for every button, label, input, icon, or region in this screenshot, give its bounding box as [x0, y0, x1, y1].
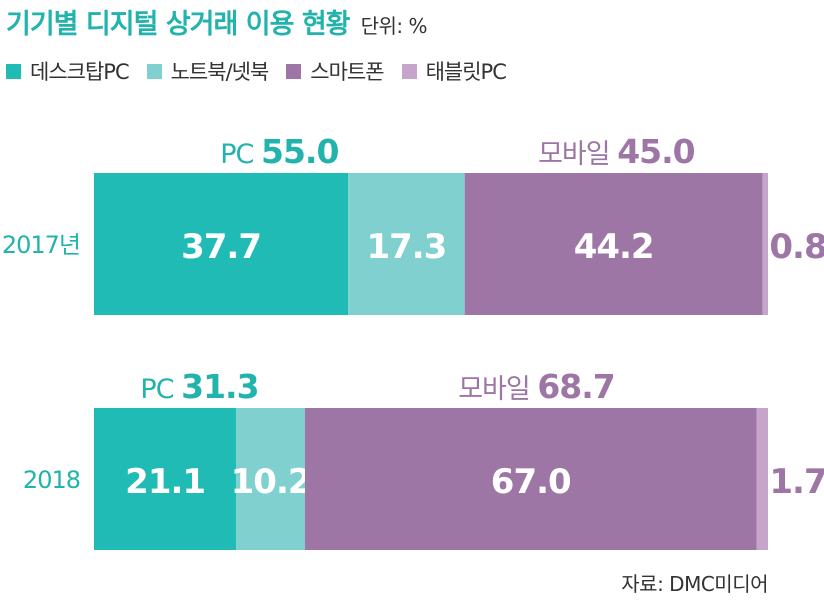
legend-item-smartphone: 스마트폰	[286, 56, 385, 86]
bar-segment-laptop	[236, 408, 305, 550]
bar-segment-laptop	[348, 173, 465, 315]
legend-swatch-smartphone	[286, 63, 302, 79]
unit-label: 단위: %	[360, 14, 428, 38]
legend-swatch-tablet	[401, 63, 417, 79]
data-label-desktop: 21.1	[125, 462, 205, 502]
data-label-tablet: 0.8	[769, 227, 824, 267]
legend: 데스크탑PC 노트북/넷북 스마트폰 태블릿PC	[6, 56, 524, 86]
legend-label-smartphone: 스마트폰	[310, 60, 384, 84]
data-label-laptop: 17.3	[366, 227, 446, 267]
legend-item-tablet: 태블릿PC	[401, 56, 507, 86]
data-label-laptop: 10.2	[231, 462, 311, 502]
data-label-tablet: 1.7	[769, 462, 824, 502]
legend-item-laptop: 노트북/넷북	[146, 56, 270, 86]
chart-title: 기기별 디지털 상거래 이용 현황	[6, 9, 351, 40]
bar-segment-smartphone	[304, 408, 757, 550]
row-label: 2017년	[2, 231, 80, 259]
row-label: 2018	[23, 466, 80, 494]
bar-segment-tablet	[762, 173, 768, 315]
data-label-desktop: 37.7	[181, 227, 261, 267]
legend-swatch-laptop	[146, 63, 162, 79]
bar-segment-smartphone	[464, 173, 763, 315]
group-label-mobile: 모바일 68.7	[458, 367, 615, 406]
data-label-smartphone: 44.2	[574, 227, 654, 267]
legend-label-laptop: 노트북/넷북	[170, 60, 270, 84]
legend-item-desktop: 데스크탑PC	[6, 56, 130, 86]
title-row: 기기별 디지털 상거래 이용 현황 단위: %	[6, 2, 428, 41]
bar-segment-desktop	[94, 173, 349, 315]
group-label-mobile: 모바일 45.0	[538, 132, 695, 171]
bar-segment-tablet	[756, 408, 768, 550]
bar-segment-desktop	[94, 408, 237, 550]
legend-label-desktop: 데스크탑PC	[30, 60, 130, 84]
group-label-pc: PC 31.3	[140, 367, 258, 406]
source-note: 자료: DMC미디어	[621, 572, 768, 596]
legend-swatch-desktop	[6, 63, 21, 79]
group-label-pc: PC 55.0	[220, 132, 338, 171]
legend-label-tablet: 태블릿PC	[425, 60, 507, 84]
data-label-smartphone: 67.0	[491, 462, 571, 502]
